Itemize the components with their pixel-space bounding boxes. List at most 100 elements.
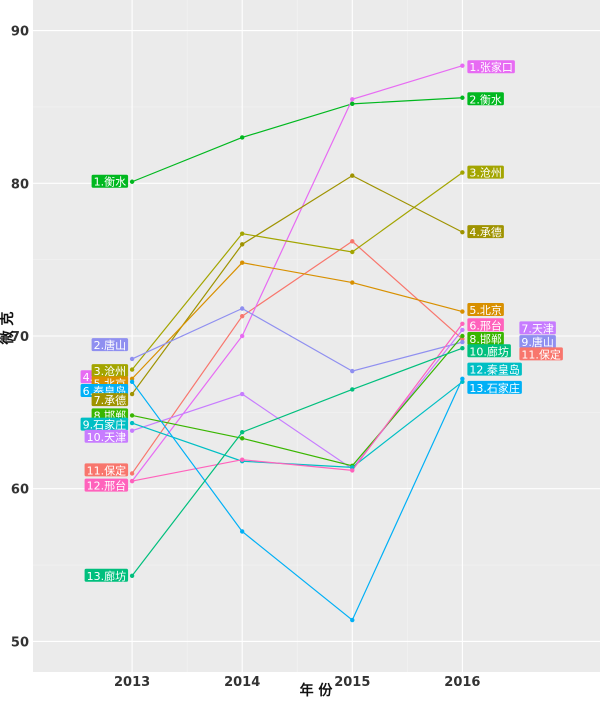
line-label-box: [519, 335, 556, 349]
x-tick-label: 2013: [114, 675, 150, 690]
line-label-text: 10.廊坊: [469, 344, 509, 358]
data-point: [239, 430, 245, 435]
line-label-text: 6.邢台: [469, 318, 502, 332]
data-point: [239, 260, 245, 265]
line-label: 8.邯郸: [467, 332, 504, 346]
line-label: 10.天津: [84, 429, 129, 444]
line-label: 12.邢台: [84, 478, 129, 493]
data-point: [350, 465, 355, 470]
y-tick-label: 80: [11, 177, 29, 192]
line-label-box: [84, 478, 129, 492]
data-point: [129, 471, 135, 476]
series-lines: [131, 65, 463, 622]
data-point: [239, 242, 245, 247]
data-point: [460, 336, 465, 342]
line-label: 10.廊坊: [467, 344, 511, 358]
data-point: [129, 420, 135, 426]
data-point: [129, 573, 135, 578]
data-point: [460, 346, 465, 351]
line-label-text: 11.保定: [521, 347, 561, 361]
line-label: 4.承德: [467, 225, 504, 239]
series-line: [131, 381, 463, 468]
line-label: 1.衡水: [91, 174, 129, 189]
line-label: 7.承德: [91, 393, 129, 407]
data-point: [350, 97, 355, 102]
line-label-box: [467, 332, 504, 346]
x-tick-label: 2016: [444, 675, 480, 690]
line-label-box: [467, 318, 504, 332]
data-point: [460, 376, 465, 381]
line-label-box: [91, 174, 129, 188]
line-label: 11.保定: [84, 463, 129, 477]
line-label-box: [84, 429, 129, 443]
line-label: 12.秦皇岛: [467, 362, 522, 377]
line-label-box: [80, 417, 129, 431]
line-label: 6.邢台: [467, 318, 504, 332]
data-point: [239, 529, 245, 534]
line-label-box: [467, 92, 504, 106]
data-point: [239, 436, 245, 441]
line-label-text: 4.承德: [469, 225, 502, 239]
data-point: [129, 413, 135, 418]
line-label-text: 1.衡水: [94, 176, 127, 189]
line-label: 2.衡水: [467, 92, 504, 106]
series-line: [131, 323, 463, 482]
data-point: [350, 468, 355, 473]
y-axis-title: 微 克: [0, 312, 16, 346]
line-label-text: 7.承德: [94, 393, 127, 407]
x-tick-label: 2015: [334, 675, 370, 690]
data-point: [460, 170, 465, 175]
line-label-text: 12.秦皇岛: [469, 363, 520, 377]
data-point: [460, 309, 465, 314]
line-label-box: [519, 347, 563, 361]
line-label: 5.北京: [467, 303, 504, 317]
data-point: [350, 101, 355, 107]
series-line: [131, 329, 463, 470]
y-tick-label: 50: [11, 635, 29, 650]
data-point: [129, 367, 135, 372]
data-point: [239, 333, 245, 339]
line-label-box: [467, 60, 515, 74]
y-tick-label: 70: [11, 330, 29, 345]
y-tick-label: 90: [11, 25, 29, 40]
data-point: [129, 379, 135, 385]
line-label-box: [467, 303, 504, 317]
line-label-box: [84, 463, 129, 477]
line-labels: 1.衡水2.唐山4.张家口3.沧州5.北京6.秦皇岛7.承德8.邯郸9.石家庄1…: [80, 60, 563, 583]
x-tick-label: 2014: [224, 675, 260, 690]
data-point: [460, 321, 465, 326]
line-label: 2.唐山: [91, 338, 129, 352]
line-label-box: [519, 321, 556, 335]
data-point: [129, 356, 135, 362]
series-points: [129, 63, 465, 623]
x-axis-title: 年 份: [300, 682, 334, 699]
data-point: [129, 391, 135, 397]
line-label-text: 7.天津: [521, 322, 554, 335]
line-label-text: 11.保定: [87, 463, 127, 477]
series-line: [131, 97, 463, 183]
data-point: [129, 179, 135, 184]
data-point: [460, 63, 465, 68]
data-point: [239, 135, 245, 140]
line-label-text: 9.石家庄: [83, 418, 127, 432]
series-line: [131, 174, 463, 395]
line-label: 3.沧州: [467, 165, 504, 180]
line-label-text: 13.石家庄: [469, 381, 520, 395]
data-point: [350, 239, 355, 244]
series-line: [131, 378, 463, 622]
series-line: [131, 262, 463, 380]
data-point: [239, 391, 245, 397]
data-point: [460, 339, 465, 345]
data-point: [350, 617, 355, 623]
line-label-text: 3.沧州: [94, 364, 127, 378]
line-label-text: 5.北京: [469, 303, 502, 317]
data-point: [239, 313, 245, 319]
line-label: 9.唐山: [519, 335, 556, 349]
data-point: [350, 387, 355, 392]
line-label-box: [467, 380, 522, 394]
data-point: [460, 327, 465, 333]
data-point: [239, 457, 245, 462]
line-label: 13.廊坊: [84, 568, 129, 583]
